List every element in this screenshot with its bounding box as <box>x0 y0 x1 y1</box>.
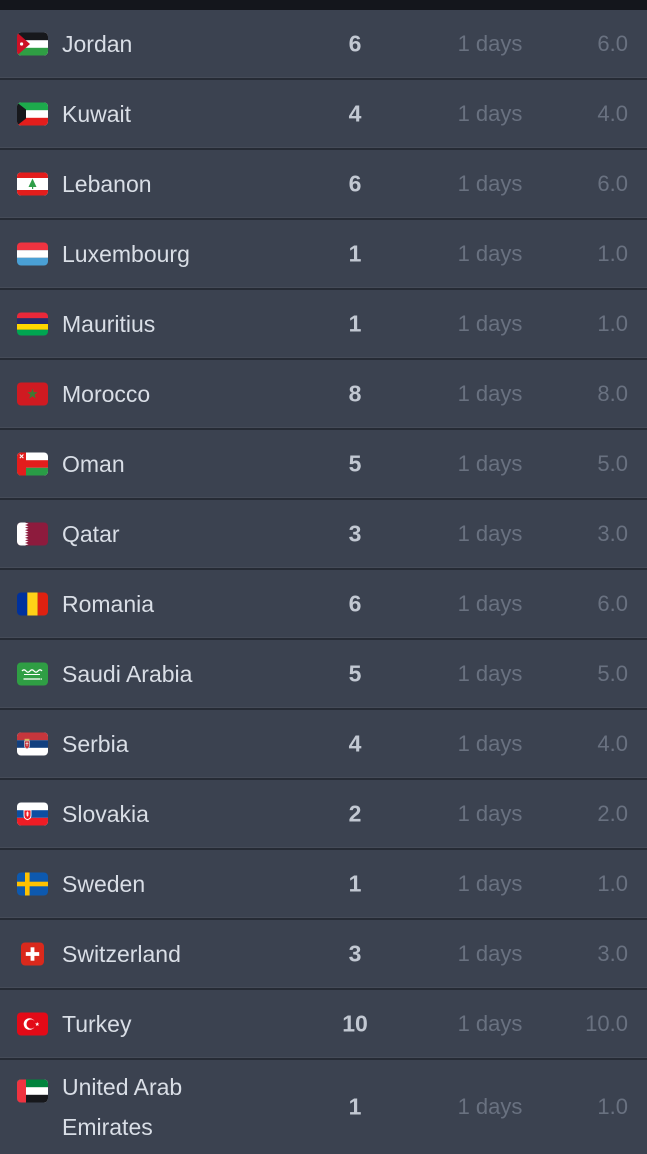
table-row-romania[interactable]: Romania 6 1 days 6.0 <box>0 570 647 640</box>
morocco-flag-icon <box>17 382 48 406</box>
table-row-mauritius[interactable]: Mauritius 1 1 days 1.0 <box>0 290 647 360</box>
duration-value: 1 days <box>457 1011 523 1036</box>
count-value: 6 <box>348 30 362 57</box>
country-name: Qatar <box>62 521 120 547</box>
duration-value: 1 days <box>457 801 523 826</box>
country-name: Jordan <box>62 31 133 57</box>
duration-value: 1 days <box>457 871 523 896</box>
country-name: Morocco <box>62 381 151 407</box>
count-value: 1 <box>348 240 362 267</box>
count-value: 5 <box>348 450 362 477</box>
duration-value: 1 days <box>457 381 523 406</box>
count-value: 4 <box>348 730 362 757</box>
country-name: Switzerland <box>62 941 181 967</box>
top-bar <box>0 0 647 10</box>
count-value: 6 <box>348 590 362 617</box>
table-row-serbia[interactable]: Serbia 4 1 days 4.0 <box>0 710 647 780</box>
table-row-morocco[interactable]: Morocco 8 1 days 8.0 <box>0 360 647 430</box>
oman-flag-icon <box>17 452 48 476</box>
switzerland-flag-icon <box>17 942 48 966</box>
numeric-value: 5.0 <box>597 451 628 476</box>
table-row-oman[interactable]: Oman 5 1 days 5.0 <box>0 430 647 500</box>
numeric-value: 1.0 <box>597 871 628 896</box>
luxembourg-flag-icon <box>17 242 48 266</box>
count-value: 1 <box>348 870 362 897</box>
duration-value: 1 days <box>457 241 523 266</box>
sweden-flag-icon <box>17 872 48 896</box>
table-row-jordan[interactable]: Jordan 6 1 days 6.0 <box>0 10 647 80</box>
country-name: Mauritius <box>62 311 156 337</box>
romania-flag-icon <box>17 592 48 616</box>
numeric-value: 1.0 <box>597 311 628 336</box>
country-name: Luxembourg <box>62 241 190 267</box>
numeric-value: 3.0 <box>597 941 628 966</box>
numeric-value: 4.0 <box>597 731 628 756</box>
country-name: United Arab Emirates <box>62 1074 183 1140</box>
duration-value: 1 days <box>457 521 523 546</box>
count-value: 5 <box>348 660 362 687</box>
duration-value: 1 days <box>457 661 523 686</box>
table-row-united-arab-emirates[interactable]: United Arab Emirates 1 1 days 1.0 <box>0 1060 647 1154</box>
duration-value: 1 days <box>457 171 523 196</box>
duration-value: 1 days <box>457 941 523 966</box>
numeric-value: 4.0 <box>597 101 628 126</box>
duration-value: 1 days <box>457 1094 523 1119</box>
country-name: Slovakia <box>62 801 149 827</box>
numeric-value: 5.0 <box>597 661 628 686</box>
table-row-qatar[interactable]: Qatar 3 1 days 3.0 <box>0 500 647 570</box>
uae-flag-icon <box>17 1079 48 1103</box>
country-name: Oman <box>62 451 125 477</box>
numeric-value: 6.0 <box>597 591 628 616</box>
numeric-value: 1.0 <box>597 1094 628 1119</box>
numeric-value: 3.0 <box>597 521 628 546</box>
duration-value: 1 days <box>457 311 523 336</box>
country-name: Serbia <box>62 731 129 757</box>
country-name: Turkey <box>62 1011 132 1037</box>
numeric-value: 1.0 <box>597 241 628 266</box>
duration-value: 1 days <box>457 31 523 56</box>
count-value: 3 <box>348 520 362 547</box>
numeric-value: 2.0 <box>597 801 628 826</box>
qatar-flag-icon <box>17 522 48 546</box>
count-value: 2 <box>348 800 362 827</box>
country-name: Saudi Arabia <box>62 661 193 687</box>
count-value: 1 <box>348 1093 362 1120</box>
table-row-switzerland[interactable]: Switzerland 3 1 days 3.0 <box>0 920 647 990</box>
table-row-luxembourg[interactable]: Luxembourg 1 1 days 1.0 <box>0 220 647 290</box>
table-row-kuwait[interactable]: Kuwait 4 1 days 4.0 <box>0 80 647 150</box>
lebanon-flag-icon <box>17 172 48 196</box>
table-row-sweden[interactable]: Sweden 1 1 days 1.0 <box>0 850 647 920</box>
duration-value: 1 days <box>457 451 523 476</box>
count-value: 3 <box>348 940 362 967</box>
table-row-saudi-arabia[interactable]: Saudi Arabia 5 1 days 5.0 <box>0 640 647 710</box>
turkey-flag-icon <box>17 1012 48 1036</box>
numeric-value: 8.0 <box>597 381 628 406</box>
count-value: 6 <box>348 170 362 197</box>
jordan-flag-icon <box>17 32 48 56</box>
slovakia-flag-icon <box>17 802 48 826</box>
count-value: 1 <box>348 310 362 337</box>
table-row-lebanon[interactable]: Lebanon 6 1 days 6.0 <box>0 150 647 220</box>
country-name: Lebanon <box>62 171 152 197</box>
duration-value: 1 days <box>457 591 523 616</box>
mauritius-flag-icon <box>17 312 48 336</box>
kuwait-flag-icon <box>17 102 48 126</box>
count-value: 4 <box>348 100 362 127</box>
country-name: Sweden <box>62 871 146 897</box>
numeric-value: 10.0 <box>585 1011 628 1036</box>
country-name: Kuwait <box>62 101 132 127</box>
count-value: 8 <box>348 380 362 407</box>
duration-value: 1 days <box>457 731 523 756</box>
numeric-value: 6.0 <box>597 171 628 196</box>
table-row-turkey[interactable]: Turkey 10 1 days 10.0 <box>0 990 647 1060</box>
serbia-flag-icon <box>17 732 48 756</box>
duration-value: 1 days <box>457 101 523 126</box>
country-name: Romania <box>62 591 155 617</box>
table-row-slovakia[interactable]: Slovakia 2 1 days 2.0 <box>0 780 647 850</box>
count-value: 10 <box>342 1010 368 1037</box>
saudi-arabia-flag-icon <box>17 662 48 686</box>
numeric-value: 6.0 <box>597 31 628 56</box>
